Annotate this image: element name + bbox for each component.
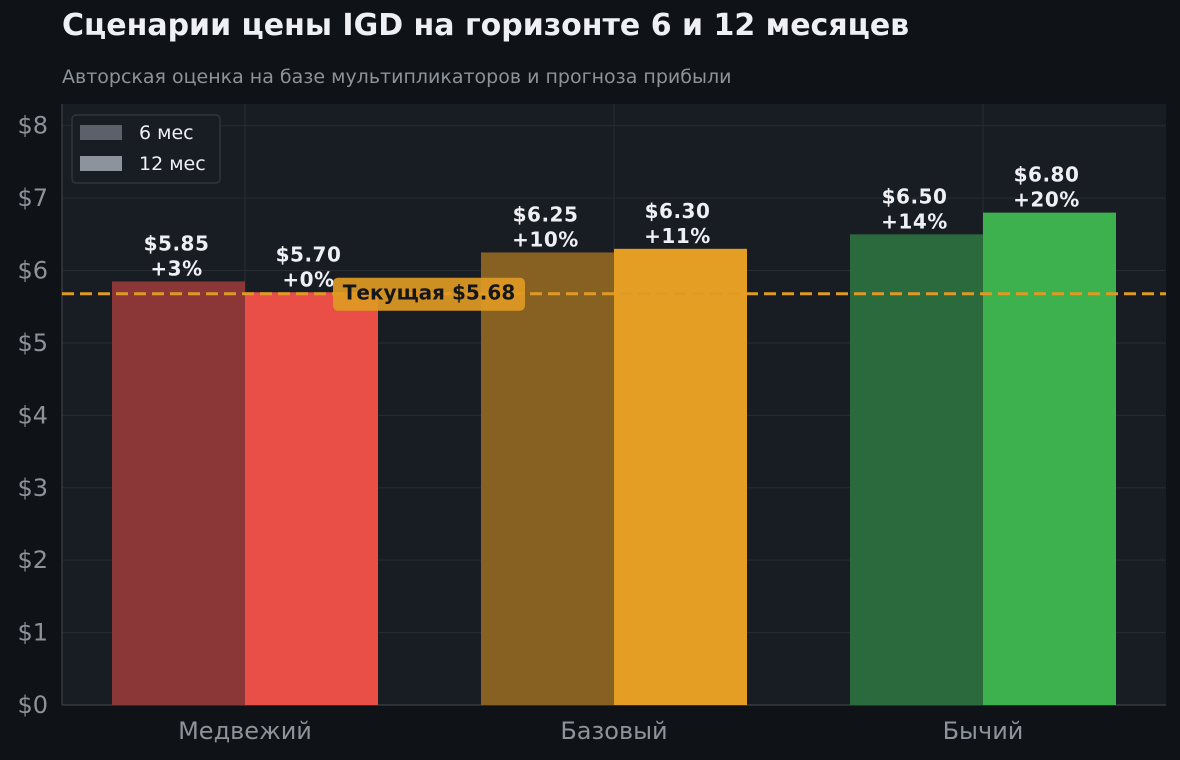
data-label: +10% — [512, 227, 579, 251]
data-label: +0% — [282, 267, 334, 291]
y-tick-label: $5 — [17, 329, 48, 357]
data-label: $5.85 — [144, 231, 210, 255]
bar — [245, 292, 378, 705]
legend-label: 6 мес — [139, 122, 194, 144]
data-label: +3% — [150, 256, 202, 280]
chart-subtitle: Авторская оценка на базе мультипликаторо… — [62, 66, 732, 88]
data-label: $6.50 — [882, 184, 948, 208]
bar — [983, 212, 1116, 706]
y-tick-label: $4 — [17, 401, 48, 429]
data-label: +11% — [644, 224, 711, 248]
x-tick-label: Базовый — [560, 717, 667, 745]
data-label: $6.30 — [645, 199, 711, 223]
y-tick-label: $6 — [17, 257, 48, 285]
y-tick-label: $3 — [17, 474, 48, 502]
y-tick-label: $2 — [17, 546, 48, 574]
current-price-badge — [333, 277, 525, 311]
data-label: $6.25 — [513, 202, 579, 226]
y-tick-label: $0 — [17, 691, 48, 719]
data-label: +20% — [1013, 188, 1080, 212]
bar — [850, 234, 983, 706]
legend-swatch — [80, 125, 122, 140]
x-tick-label: Бычий — [943, 717, 1024, 745]
bar — [481, 252, 614, 705]
y-tick-label: $1 — [17, 619, 48, 647]
y-tick-label: $7 — [17, 184, 48, 212]
y-tick-label: $8 — [17, 112, 48, 140]
legend-swatch — [80, 156, 122, 171]
data-label: +14% — [881, 209, 948, 233]
current-price-label: Текущая $5.68 — [343, 281, 516, 305]
data-label: $5.70 — [276, 242, 342, 266]
bar — [112, 281, 245, 705]
data-label: $6.80 — [1014, 163, 1080, 187]
bar — [614, 248, 747, 705]
x-tick-label: Медвежий — [178, 717, 312, 745]
chart-title: Сценарии цены IGD на горизонте 6 и 12 ме… — [62, 8, 910, 43]
legend-label: 12 мес — [139, 153, 206, 175]
